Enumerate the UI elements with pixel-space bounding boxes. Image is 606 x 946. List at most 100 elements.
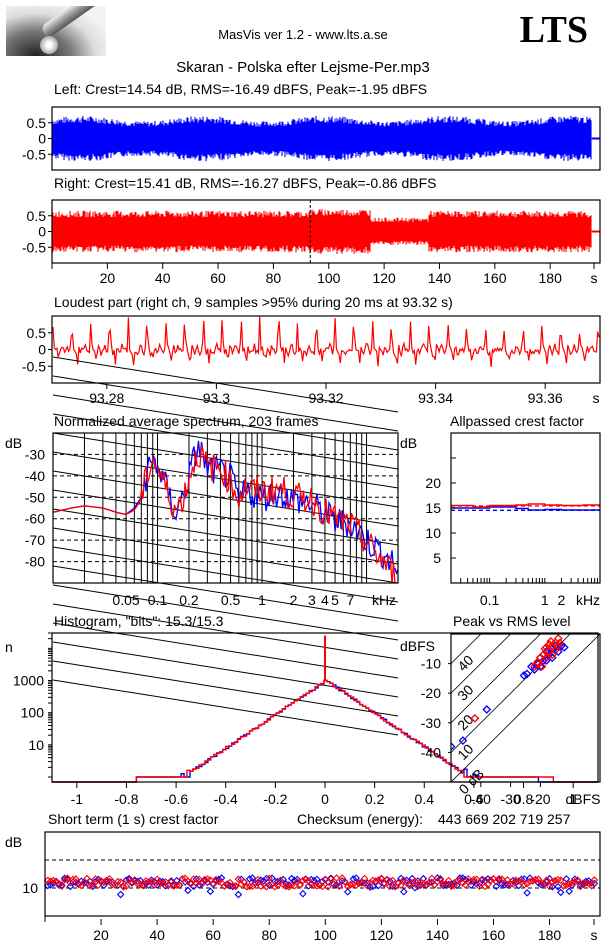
x-tick-label: 0.6 — [464, 791, 484, 807]
x-tick-label: 40 — [155, 270, 171, 286]
crest-point-right — [503, 876, 512, 884]
crest-point-left — [411, 884, 419, 892]
slope-line — [52, 375, 399, 432]
crest-point-right — [128, 878, 136, 886]
crest-point-right — [374, 876, 383, 884]
crest-point-left — [503, 880, 512, 889]
crest-point-right — [408, 878, 416, 887]
crest-point-right — [243, 882, 251, 891]
crest-point-left — [192, 875, 201, 883]
y-tick-label: 0.5 — [27, 208, 47, 224]
crest-point-right — [220, 882, 229, 890]
crest-point-right — [172, 881, 181, 890]
x-tick-label: 1 — [541, 592, 549, 608]
crest-point-right — [467, 877, 475, 886]
crest-point-right — [385, 882, 394, 891]
crest-point-left — [299, 889, 307, 898]
short-term-crest-title: Short term (1 s) crest factor — [48, 811, 219, 827]
y-tick-label: 15 — [425, 500, 441, 516]
y-axis-label: dBFS — [400, 638, 435, 654]
x-tick-label: 1 — [258, 592, 266, 608]
x-axis-label: dBFS — [565, 791, 600, 807]
crest-point-right — [472, 875, 481, 884]
crest-point-right — [388, 876, 397, 885]
crest-point-right — [531, 876, 540, 884]
crest-diagonal — [451, 634, 600, 782]
x-tick-label: 120 — [372, 270, 396, 286]
x-tick-label: 40 — [149, 927, 165, 943]
slope-line — [52, 565, 399, 622]
crest-point-right — [150, 881, 159, 889]
crest-point-right — [192, 879, 201, 888]
crest-point-right — [371, 877, 380, 886]
x-tick-label: 120 — [370, 927, 394, 943]
crest-point-right — [570, 877, 579, 886]
crest-point-right — [573, 876, 582, 884]
histogram-title: Histogram, "bits": 15.3/15.3 — [54, 613, 224, 629]
x-tick-label: 0.1 — [148, 592, 168, 608]
crest-point-right — [153, 875, 161, 884]
x-tick-label: -20 — [530, 791, 550, 807]
crest-point-right — [335, 882, 344, 891]
x-tick-label: 0.5 — [221, 592, 241, 608]
short-term-frame — [44, 831, 601, 917]
crest-diagonal — [451, 634, 571, 753]
crest-point-right — [523, 879, 531, 888]
y-tick-label: -50 — [25, 489, 45, 505]
crest-point-right — [186, 880, 195, 888]
x-tick-label: -0.6 — [164, 791, 188, 807]
crest-point-right — [122, 882, 131, 890]
crest-point-right — [257, 882, 265, 891]
crest-point-left — [565, 887, 573, 896]
crest-point-right — [332, 874, 341, 882]
y-axis-label: dB — [5, 834, 22, 850]
allpassed-crest-title: Allpassed crest factor — [450, 413, 584, 429]
crest-point-left — [66, 882, 75, 891]
slope-line — [52, 356, 399, 413]
x-tick-label: 180 — [539, 270, 563, 286]
y-tick-label: 100 — [21, 705, 45, 721]
scatter-point-left — [519, 671, 529, 680]
crest-point-right — [562, 881, 571, 890]
crest-point-right — [178, 875, 187, 883]
crest-point-right — [450, 881, 459, 890]
crest-point-left — [352, 874, 360, 882]
x-tick-label: 0.8 — [514, 791, 534, 807]
crest-point-right — [200, 875, 209, 884]
app-title: MasVis ver 1.2 - www.lts.a.se — [218, 27, 388, 42]
x-tick-label: 1 — [569, 791, 577, 807]
scatter-point-right — [555, 638, 565, 648]
x-unit-label: s — [593, 390, 600, 406]
crest-point-right — [414, 882, 422, 891]
crest-point-right — [234, 875, 243, 883]
crest-point-left — [492, 882, 501, 891]
loudest-part-line — [52, 316, 600, 367]
crest-point-left — [293, 875, 302, 884]
crest-point-left — [161, 882, 170, 890]
waveform-left — [52, 115, 592, 162]
crest-point-right — [475, 882, 484, 890]
crest-point-right — [119, 883, 128, 891]
crest-point-right — [428, 874, 436, 883]
scatter-point-left — [522, 669, 532, 679]
crest-point-right — [102, 876, 111, 885]
x-unit-label: s — [591, 927, 598, 943]
slope-line — [52, 641, 399, 698]
x-tick-label: 4 — [321, 592, 329, 608]
crest-point-right — [262, 883, 271, 891]
crest-point-right — [545, 882, 554, 891]
slope-line — [52, 413, 399, 470]
crest-point-right — [587, 882, 596, 890]
scatter-point-left — [482, 705, 492, 714]
x-unit-label: s — [591, 270, 598, 286]
slope-line — [52, 660, 399, 717]
crest-point-right — [251, 879, 260, 888]
crest-point-right — [559, 881, 568, 890]
y-tick-label: -0.5 — [22, 358, 46, 374]
slope-line — [52, 584, 399, 641]
crest-point-right — [296, 881, 304, 889]
x-tick-label: 93.32 — [308, 390, 343, 406]
crest-point-right — [470, 875, 478, 884]
x-tick-label: 20 — [100, 270, 116, 286]
crest-line-left — [451, 506, 600, 511]
